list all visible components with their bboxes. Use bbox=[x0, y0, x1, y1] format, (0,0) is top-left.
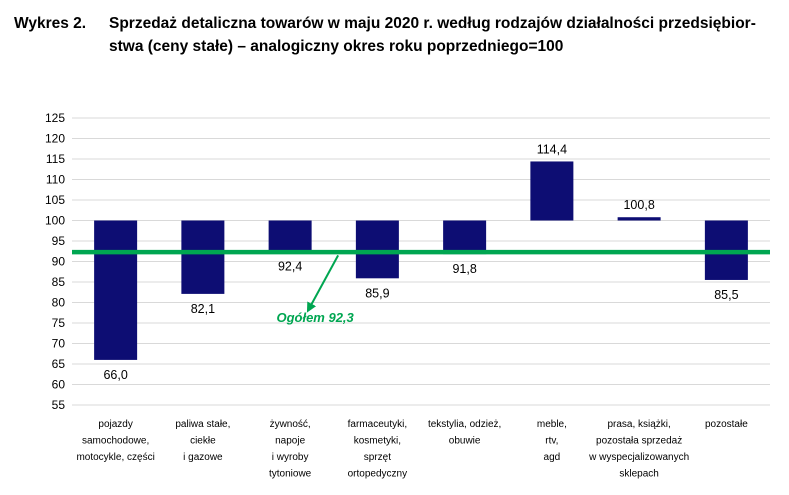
x-axis-categories: pojazdy samochodowe, motocykle, części pali… bbox=[76, 419, 748, 480]
y-tick-label: 95 bbox=[52, 234, 66, 248]
bar bbox=[355, 220, 399, 279]
y-tick-label: 120 bbox=[45, 132, 65, 146]
title-number: Wykres 2. bbox=[14, 15, 87, 32]
title-line-1: Sprzedaż detaliczna towarów w maju 2020 … bbox=[109, 15, 756, 32]
y-axis-ticks: 125 120 115 110 105 100 95 90 85 80 75 70 65 60 55 bbox=[45, 111, 65, 412]
overall-line-group: Ogółem 92,3 bbox=[72, 249, 770, 325]
overall-arrow bbox=[306, 254, 339, 313]
category-label: meble, rtv, agd bbox=[537, 419, 567, 463]
category-label: tekstylia, odzież, obuwie bbox=[428, 419, 501, 447]
data-label: 91,8 bbox=[452, 262, 476, 276]
category-label: prasa, książki, pozostała sprzedaż w wyspe… bbox=[588, 419, 689, 480]
bar bbox=[268, 220, 312, 252]
category-label-line: i gazowe bbox=[183, 452, 223, 463]
category-label-line: pojazdy bbox=[98, 419, 132, 430]
overall-label: Ogółem 92,3 bbox=[276, 310, 354, 325]
category-label-line: i wyroby bbox=[272, 452, 309, 463]
bar bbox=[181, 220, 225, 294]
category-label-line: prasa, książki, bbox=[607, 419, 670, 430]
category-label-line: napoje bbox=[275, 436, 305, 447]
bar bbox=[94, 220, 138, 360]
y-tick-label: 105 bbox=[45, 193, 65, 207]
category-label-line: kosmetyki, bbox=[354, 436, 401, 447]
value-labels: 66,0 82,1 92,4 85,9 91,8 114,4 100,8 85,5 bbox=[103, 142, 738, 381]
y-tick-label: 70 bbox=[52, 337, 66, 351]
title-line-2: stwa (ceny stałe) – analogiczny okres ro… bbox=[109, 38, 564, 55]
y-tick-label: 80 bbox=[52, 296, 66, 310]
data-label: 92,4 bbox=[278, 260, 302, 274]
category-label-line: obuwie bbox=[449, 436, 481, 447]
data-label: 114,4 bbox=[537, 142, 567, 156]
category-label-line: ortopedyczny bbox=[348, 469, 407, 480]
category-label-line: tekstylia, odzież, bbox=[428, 419, 501, 430]
category-label-line: ciekłe bbox=[190, 436, 216, 447]
data-label: 82,1 bbox=[191, 302, 215, 316]
y-tick-label: 110 bbox=[46, 173, 65, 187]
category-label: pojazdy samochodowe, motocykle, części bbox=[76, 419, 154, 463]
category-label-line: meble, bbox=[537, 419, 567, 430]
category-label-line: paliwa stałe, bbox=[175, 419, 230, 430]
y-tick-label: 85 bbox=[52, 275, 66, 289]
category-label-line: agd bbox=[544, 452, 561, 463]
y-tick-label: 90 bbox=[52, 255, 66, 269]
category-label: paliwa stałe, ciekłe i gazowe bbox=[175, 419, 230, 463]
data-label: 85,5 bbox=[714, 288, 738, 302]
category-label: pozostałe bbox=[705, 419, 748, 430]
bar bbox=[530, 161, 574, 221]
y-tick-label: 115 bbox=[46, 152, 65, 166]
y-tick-label: 55 bbox=[52, 398, 66, 412]
bar bbox=[443, 220, 487, 255]
y-tick-label: 60 bbox=[52, 378, 66, 392]
data-label: 85,9 bbox=[365, 286, 389, 300]
data-label: 100,8 bbox=[623, 198, 654, 212]
category-label-line: pozostałe bbox=[705, 419, 748, 430]
data-label: 66,0 bbox=[103, 368, 127, 382]
bars bbox=[94, 161, 748, 360]
category-label-line: sprzęt bbox=[364, 452, 391, 463]
category-label-line: pozostała sprzedaż bbox=[596, 436, 682, 447]
category-label: żywność, napoje i wyroby tytoniowe bbox=[269, 419, 312, 480]
gridlines bbox=[72, 117, 770, 406]
category-label-line: tytoniowe bbox=[269, 469, 312, 480]
y-tick-label: 100 bbox=[45, 214, 65, 228]
category-label-line: sklepach bbox=[619, 469, 658, 480]
category-label-line: w wyspecjalizowanych bbox=[588, 452, 689, 463]
category-label-line: żywność, bbox=[270, 419, 311, 430]
category-label-line: motocykle, części bbox=[76, 452, 154, 463]
y-tick-label: 65 bbox=[52, 357, 66, 371]
y-tick-label: 75 bbox=[52, 316, 66, 330]
category-label-line: farmaceutyki, bbox=[348, 419, 407, 430]
title-text: Sprzedaż detaliczna towarów w maju 2020 … bbox=[109, 12, 784, 58]
category-label: farmaceutyki, kosmetyki, sprzęt ortopedyczn… bbox=[348, 419, 407, 480]
bar bbox=[617, 217, 661, 221]
y-tick-label: 125 bbox=[45, 111, 65, 125]
category-label-line: rtv, bbox=[545, 436, 558, 447]
category-label-line: samochodowe, bbox=[82, 436, 149, 447]
